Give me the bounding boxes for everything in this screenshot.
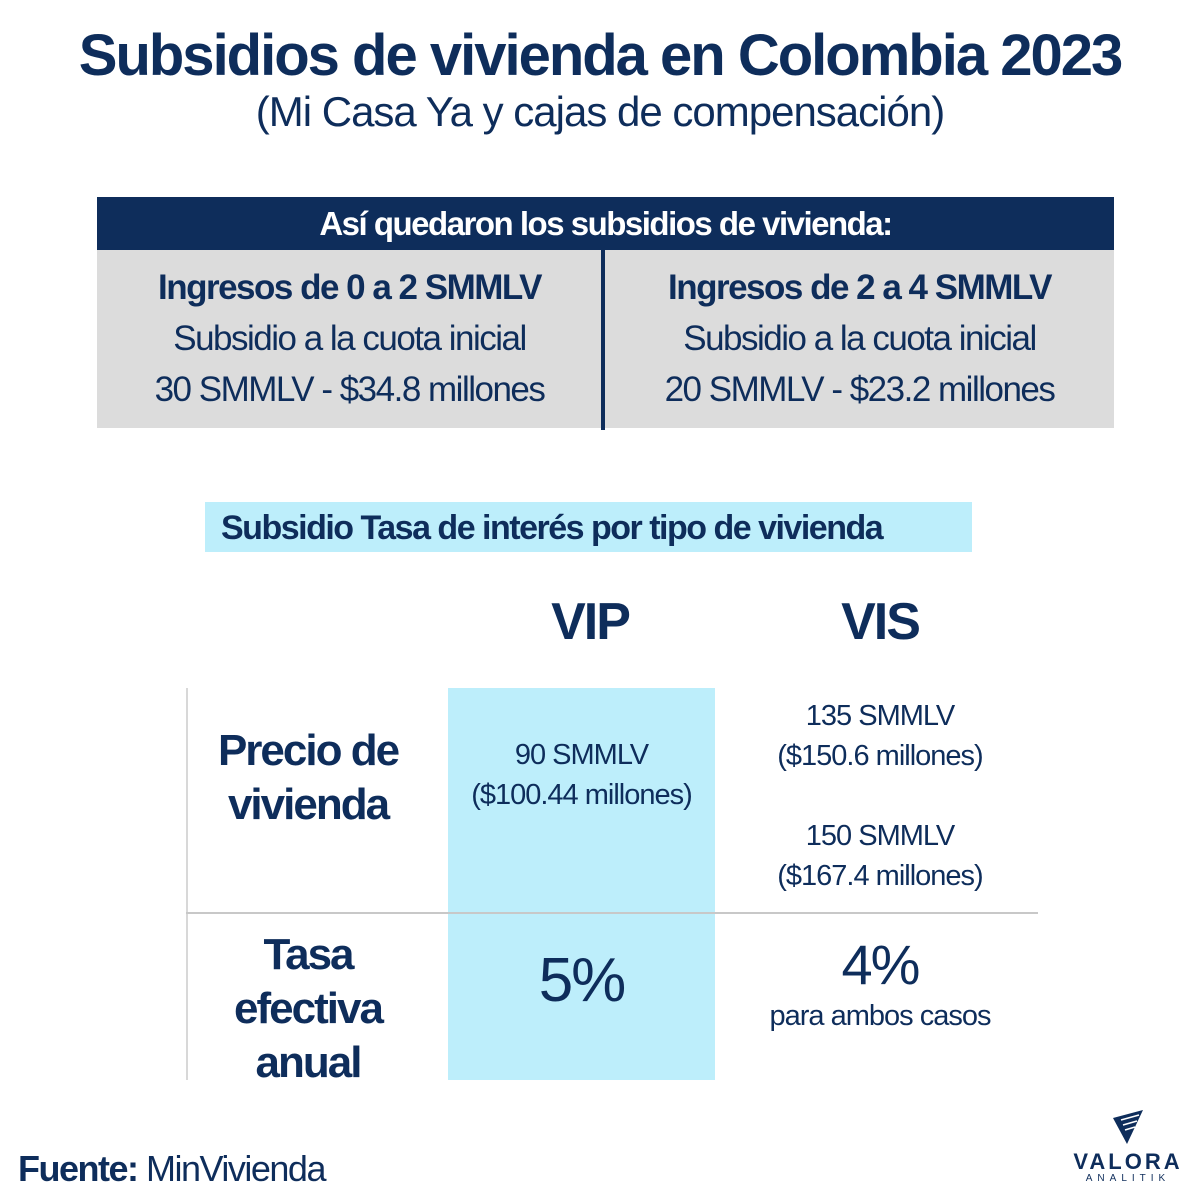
label-line: efectiva xyxy=(234,984,384,1033)
source-label: Fuente: xyxy=(18,1148,139,1189)
vis-rate-note: para ambos casos xyxy=(769,1000,992,1032)
label-line: Tasa xyxy=(263,930,354,979)
column-line: Subsidio a la cuota inicial xyxy=(173,319,527,358)
row-label-rate: Tasa efectiva anual xyxy=(178,928,438,1090)
source-footer: Fuente: MinVivienda xyxy=(18,1148,326,1190)
row-label-price: Precio de vivienda xyxy=(178,724,438,832)
vip-rate-value: 5% xyxy=(538,946,627,1015)
column-heading: Ingresos de 0 a 2 SMMLV xyxy=(157,268,543,307)
rate-section-label: Subsidio Tasa de interés por tipo de viv… xyxy=(205,502,972,552)
column-line: Subsidio a la cuota inicial xyxy=(683,319,1037,358)
cell-line: ($100.44 millones) xyxy=(471,779,693,811)
divider xyxy=(601,250,605,430)
table-row-divider xyxy=(186,912,1038,914)
source-name: MinVivienda xyxy=(146,1148,326,1189)
vis-price-cell: 135 SMMLV ($150.6 millones) 150 SMMLV ($… xyxy=(740,696,1020,896)
page-title: Subsidios de vivienda en Colombia 2023 xyxy=(78,23,1123,88)
label-line: Precio de xyxy=(217,726,400,775)
cell-line: 150 SMMLV xyxy=(805,820,955,852)
header-vis: VIS xyxy=(841,593,921,651)
logo-name: VALORA xyxy=(1073,1149,1183,1174)
page-subtitle: (Mi Casa Ya y cajas de compensación) xyxy=(255,88,945,135)
vis-rate-value: 4% xyxy=(841,933,921,996)
table-left-border xyxy=(186,688,188,1080)
header-vip: VIP xyxy=(551,593,631,651)
column-heading: Ingresos de 2 a 4 SMMLV xyxy=(667,268,1053,307)
cell-line: ($150.6 millones) xyxy=(777,740,983,772)
column-amount: 20 SMMLV - $23.2 millones xyxy=(664,370,1056,409)
cell-line: 135 SMMLV xyxy=(805,700,955,732)
rate-section-label-text: Subsidio Tasa de interés por tipo de viv… xyxy=(221,509,884,547)
label-line: vivienda xyxy=(227,780,390,829)
logo-wing-icon xyxy=(1113,1110,1143,1144)
cell-line: ($167.4 millones) xyxy=(777,860,983,892)
income-0-2-column: Ingresos de 0 a 2 SMMLV Subsidio a la cu… xyxy=(97,262,602,415)
valora-logo: VALORA ANALITIK xyxy=(1068,1110,1188,1184)
logo-sub: ANALITIK xyxy=(1085,1173,1171,1184)
income-2-4-column: Ingresos de 2 a 4 SMMLV Subsidio a la cu… xyxy=(607,262,1112,415)
cell-line: 90 SMMLV xyxy=(514,739,649,771)
vip-price-cell: 90 SMMLV ($100.44 millones) xyxy=(448,735,715,815)
subsidy-header-bar: Así quedaron los subsidios de vivienda: xyxy=(97,197,1114,250)
label-line: anual xyxy=(255,1038,363,1087)
column-amount: 30 SMMLV - $34.8 millones xyxy=(154,370,546,409)
subsidy-box xyxy=(97,250,1114,428)
vip-column-highlight xyxy=(448,688,715,1080)
